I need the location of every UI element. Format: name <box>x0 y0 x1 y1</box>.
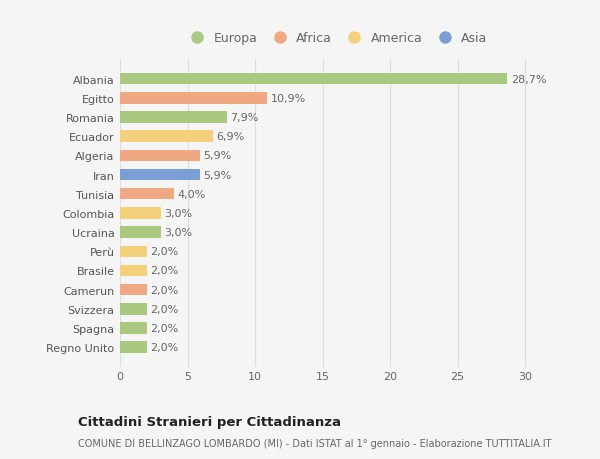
Text: 5,9%: 5,9% <box>203 170 231 180</box>
Bar <box>120 303 147 315</box>
Bar <box>120 342 147 353</box>
Bar <box>120 131 213 143</box>
Bar <box>120 189 174 200</box>
Text: 10,9%: 10,9% <box>271 94 306 104</box>
Text: 2,0%: 2,0% <box>151 285 179 295</box>
Text: 2,0%: 2,0% <box>151 247 179 257</box>
Text: 4,0%: 4,0% <box>178 189 206 199</box>
Bar <box>120 169 200 181</box>
Text: 7,9%: 7,9% <box>230 113 259 123</box>
Text: 28,7%: 28,7% <box>511 74 547 84</box>
Bar <box>120 150 200 162</box>
Bar <box>120 246 147 257</box>
Text: 3,0%: 3,0% <box>164 208 192 218</box>
Bar <box>120 207 161 219</box>
Text: COMUNE DI BELLINZAGO LOMBARDO (MI) - Dati ISTAT al 1° gennaio - Elaborazione TUT: COMUNE DI BELLINZAGO LOMBARDO (MI) - Dat… <box>78 438 551 448</box>
Bar <box>120 93 267 104</box>
Bar <box>120 73 508 85</box>
Text: 6,9%: 6,9% <box>217 132 245 142</box>
Text: 5,9%: 5,9% <box>203 151 231 161</box>
Text: 2,0%: 2,0% <box>151 304 179 314</box>
Bar <box>120 284 147 296</box>
Text: 2,0%: 2,0% <box>151 342 179 353</box>
Text: Cittadini Stranieri per Cittadinanza: Cittadini Stranieri per Cittadinanza <box>78 415 341 428</box>
Text: 2,0%: 2,0% <box>151 266 179 276</box>
Text: 2,0%: 2,0% <box>151 323 179 333</box>
Bar <box>120 265 147 277</box>
Bar <box>120 112 227 123</box>
Legend: Europa, Africa, America, Asia: Europa, Africa, America, Asia <box>185 32 487 45</box>
Text: 3,0%: 3,0% <box>164 228 192 238</box>
Bar <box>120 323 147 334</box>
Bar <box>120 227 161 238</box>
